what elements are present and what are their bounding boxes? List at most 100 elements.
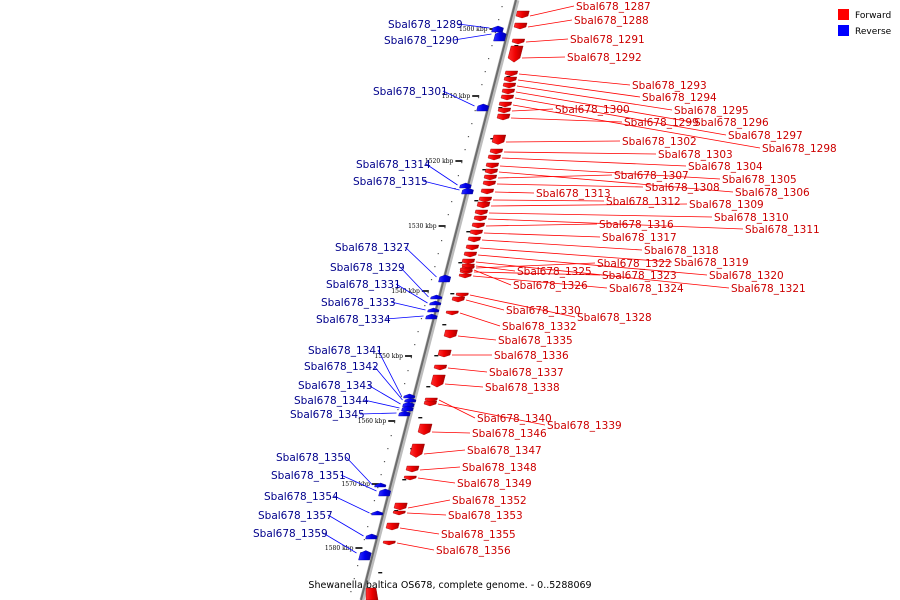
gene-label-sbal678-1302[interactable]: Sbal678_1302 [622, 136, 697, 148]
gene-label-sbal678-1326[interactable]: Sbal678_1326 [513, 280, 588, 292]
gene-label-sbal678-1341[interactable]: Sbal678_1341 [308, 345, 383, 357]
gene-feature-sbal678-1312[interactable] [478, 196, 493, 203]
gene-label-sbal678-1296[interactable]: Sbal678_1296 [694, 117, 769, 129]
gene-feature-sbal678-1351[interactable] [378, 488, 392, 497]
gene-label-sbal678-1307[interactable]: Sbal678_1307 [614, 170, 689, 182]
gene-feature-sbal678-1299[interactable] [496, 113, 511, 121]
gene-label-sbal678-1343[interactable]: Sbal678_1343 [298, 380, 373, 392]
gene-feature-sbal678-1314[interactable] [459, 182, 472, 189]
gene-label-sbal678-1289[interactable]: Sbal678_1289 [388, 19, 463, 31]
gene-feature-sbal678-1329[interactable] [430, 294, 443, 300]
gene-label-sbal678-1316[interactable]: Sbal678_1316 [599, 219, 674, 231]
gene-label-sbal678-1338[interactable]: Sbal678_1338 [485, 382, 560, 394]
gene-label-sbal678-1309[interactable]: Sbal678_1309 [689, 199, 764, 211]
gene-feature-sbal678-1302[interactable] [491, 134, 507, 145]
gene-feature-sbal678-1352[interactable] [393, 502, 408, 511]
gene-feature-sbal678-1309[interactable] [476, 201, 491, 209]
gene-feature-sbal678-1334[interactable] [425, 313, 438, 320]
gene-label-sbal678-1348[interactable]: Sbal678_1348 [462, 462, 537, 474]
gene-label-sbal678-1354[interactable]: Sbal678_1354 [264, 491, 339, 503]
gene-feature-sbal678-1344[interactable] [401, 405, 414, 412]
gene-label-sbal678-1332[interactable]: Sbal678_1332 [502, 321, 577, 333]
gene-feature-sbal678-1356[interactable] [382, 540, 396, 546]
gene-feature-sbal678-1297[interactable] [500, 94, 515, 101]
gene-label-sbal678-1298[interactable]: Sbal678_1298 [762, 143, 837, 155]
gene-feature-sbal678-1337[interactable] [433, 364, 448, 371]
gene-feature-sbal678-1310[interactable] [474, 209, 489, 216]
gene-feature-sbal678-1325[interactable] [461, 263, 475, 269]
gene-label-sbal678-1334[interactable]: Sbal678_1334 [316, 314, 391, 326]
gene-feature-sbal678-1318[interactable] [467, 236, 482, 243]
gene-label-sbal678-1318[interactable]: Sbal678_1318 [644, 245, 719, 257]
gene-feature-sbal678-1321[interactable] [461, 258, 476, 265]
gene-label-sbal678-1329[interactable]: Sbal678_1329 [330, 262, 405, 274]
gene-label-sbal678-1342[interactable]: Sbal678_1342 [304, 361, 379, 373]
gene-label-sbal678-1330[interactable]: Sbal678_1330 [506, 305, 581, 317]
gene-feature-sbal678-1290[interactable] [493, 31, 507, 42]
gene-feature-sbal678-1296[interactable] [501, 88, 516, 95]
gene-label-sbal678-1291[interactable]: Sbal678_1291 [570, 34, 645, 46]
gene-feature-sbal678-1313[interactable] [480, 188, 495, 195]
gene-feature-sbal678-1331[interactable] [429, 300, 442, 306]
gene-feature-sbal678-1355[interactable] [385, 522, 400, 531]
gene-label-sbal678-1295[interactable]: Sbal678_1295 [674, 105, 749, 117]
gene-feature-sbal678-1295[interactable] [502, 82, 517, 89]
gene-label-sbal678-1327[interactable]: Sbal678_1327 [335, 242, 410, 254]
gene-feature-sbal678-1354[interactable] [371, 510, 384, 516]
gene-label-sbal678-1352[interactable]: Sbal678_1352 [452, 495, 527, 507]
gene-feature-sbal678-1304[interactable] [487, 154, 502, 161]
gene-feature-sbal678-1338[interactable] [430, 374, 446, 388]
gene-feature-sbal678-1332[interactable] [445, 310, 459, 316]
gene-label-sbal678-1337[interactable]: Sbal678_1337 [489, 367, 564, 379]
gene-feature-sbal678-1353[interactable] [392, 510, 406, 516]
gene-feature-sbal678-1340[interactable] [424, 397, 438, 403]
gene-feature-sbal678-1301[interactable] [476, 103, 490, 112]
gene-label-sbal678-1313[interactable]: Sbal678_1313 [536, 188, 611, 200]
gene-label-sbal678-1308[interactable]: Sbal678_1308 [645, 182, 720, 194]
gene-label-sbal678-1321[interactable]: Sbal678_1321 [731, 283, 806, 295]
gene-feature-sbal678-1293[interactable] [504, 70, 519, 77]
gene-feature-sbal678-1327[interactable] [438, 274, 452, 283]
gene-label-sbal678-1347[interactable]: Sbal678_1347 [467, 445, 542, 457]
gene-label-sbal678-1306[interactable]: Sbal678_1306 [735, 187, 810, 199]
gene-feature-sbal678-1316[interactable] [471, 222, 486, 229]
gene-label-sbal678-1297[interactable]: Sbal678_1297 [728, 130, 803, 142]
gene-feature-sbal678-1348[interactable] [405, 465, 420, 473]
gene-label-sbal678-1350[interactable]: Sbal678_1350 [276, 452, 351, 464]
gene-feature-sbal678-1319[interactable] [465, 244, 480, 251]
gene-feature-sbal678-1346[interactable] [417, 423, 433, 436]
gene-label-sbal678-1315[interactable]: Sbal678_1315 [353, 176, 428, 188]
gene-label-sbal678-1345[interactable]: Sbal678_1345 [290, 409, 365, 421]
gene-feature-sbal678-1333[interactable] [427, 307, 440, 313]
gene-feature-sbal678-1307[interactable] [483, 174, 498, 181]
gene-feature-sbal678-1359[interactable] [358, 550, 372, 561]
gene-label-sbal678-1335[interactable]: Sbal678_1335 [498, 335, 573, 347]
gene-label-sbal678-1325[interactable]: Sbal678_1325 [517, 266, 592, 278]
gene-feature-sbal678-1294[interactable] [503, 76, 518, 83]
gene-label-sbal678-1356[interactable]: Sbal678_1356 [436, 545, 511, 557]
gene-label-sbal678-1292[interactable]: Sbal678_1292 [567, 52, 642, 64]
gene-feature-sbal678-1292[interactable] [507, 45, 524, 63]
gene-feature-sbal678-1311[interactable] [473, 215, 488, 222]
gene-label-sbal678-1304[interactable]: Sbal678_1304 [688, 161, 763, 173]
gene-label-sbal678-1359[interactable]: Sbal678_1359 [253, 528, 328, 540]
gene-label-sbal678-1346[interactable]: Sbal678_1346 [472, 428, 547, 440]
gene-label-sbal678-1303[interactable]: Sbal678_1303 [658, 149, 733, 161]
gene-feature-sbal678-1345[interactable] [398, 410, 411, 417]
gene-label-sbal678-1294[interactable]: Sbal678_1294 [642, 92, 717, 104]
gene-label-sbal678-1340[interactable]: Sbal678_1340 [477, 413, 552, 425]
gene-feature-sbal678-1291[interactable] [511, 38, 526, 45]
gene-label-sbal678-1336[interactable]: Sbal678_1336 [494, 350, 569, 362]
gene-label-sbal678-1314[interactable]: Sbal678_1314 [356, 159, 431, 171]
gene-label-sbal678-1323[interactable]: Sbal678_1323 [602, 270, 677, 282]
gene-feature-sbal678-1336[interactable] [437, 349, 452, 358]
gene-label-sbal678-1349[interactable]: Sbal678_1349 [457, 478, 532, 490]
gene-feature-sbal678-1328[interactable] [455, 292, 469, 298]
gene-feature-sbal678-1349[interactable] [403, 475, 417, 481]
gene-feature-sbal678-1306[interactable] [484, 168, 499, 175]
gene-feature-sbal678-1357[interactable] [365, 533, 378, 540]
gene-feature-sbal678-1298[interactable] [498, 101, 513, 108]
gene-label-sbal678-1288[interactable]: Sbal678_1288 [574, 15, 649, 27]
gene-feature-sbal678-1343[interactable] [402, 401, 415, 408]
gene-label-sbal678-1355[interactable]: Sbal678_1355 [441, 529, 516, 541]
